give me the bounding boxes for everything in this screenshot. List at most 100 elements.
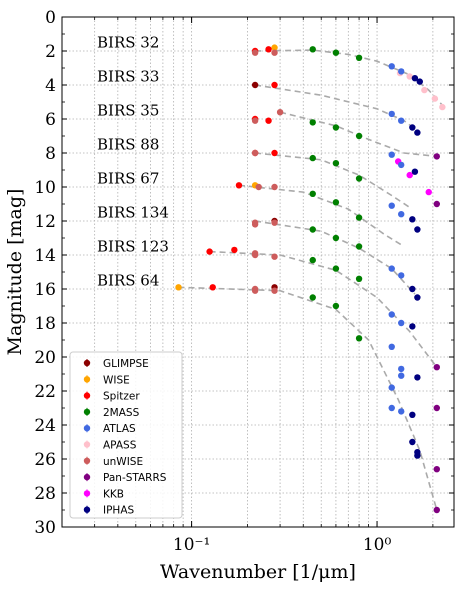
legend-label: Spitzer — [103, 391, 140, 403]
data-point — [388, 384, 395, 391]
data-point — [309, 46, 316, 53]
data-point — [421, 86, 428, 94]
data-point — [355, 243, 363, 250]
data-point — [309, 190, 316, 197]
data-point — [251, 81, 259, 89]
data-point — [414, 294, 421, 301]
data-point — [388, 404, 395, 412]
data-point — [388, 202, 395, 209]
y-tick-label: 14 — [34, 246, 56, 266]
data-point — [251, 219, 259, 226]
y-tick-label: 2 — [45, 42, 56, 62]
data-point — [251, 149, 259, 157]
data-point — [433, 506, 441, 514]
data-point — [309, 226, 316, 233]
data-point — [433, 466, 441, 473]
data-point — [251, 287, 259, 294]
data-point — [398, 372, 405, 379]
legend-label: WISE — [103, 374, 130, 386]
data-point — [388, 265, 395, 272]
legend-marker — [83, 506, 91, 513]
data-point — [355, 175, 363, 182]
y-tick-label: 4 — [45, 76, 56, 96]
data-point — [409, 124, 416, 131]
legend-label: ATLAS — [103, 423, 136, 435]
fit-curve — [209, 250, 438, 368]
legend-label: KKB — [103, 488, 124, 500]
star-label: BIRS 134 — [97, 204, 169, 222]
y-tick-label: 30 — [34, 518, 56, 538]
data-point — [355, 54, 363, 61]
star-label: BIRS 64 — [97, 272, 159, 290]
model-fit-curves — [178, 49, 445, 511]
legend-label: 2MASS — [103, 407, 140, 419]
data-point — [332, 124, 340, 131]
fit-curve — [254, 220, 416, 295]
data-point — [414, 226, 421, 233]
fit-curve — [238, 184, 405, 248]
data-point — [355, 335, 363, 342]
data-point — [411, 75, 419, 82]
data-point — [271, 219, 278, 226]
data-point — [398, 408, 405, 415]
data-point — [414, 452, 421, 459]
data-point — [265, 46, 272, 53]
data-point — [309, 119, 316, 126]
data-point — [388, 151, 395, 158]
fit-curve — [255, 152, 411, 209]
data-point — [431, 95, 439, 102]
data-point — [409, 285, 416, 293]
y-tick-label: 16 — [34, 280, 56, 300]
data-point — [406, 73, 413, 80]
data-point — [235, 182, 243, 189]
data-point — [209, 284, 216, 291]
legend-marker — [83, 392, 91, 399]
data-point — [231, 246, 238, 254]
data-point — [388, 311, 395, 318]
data-point — [409, 216, 416, 223]
legend-marker — [83, 425, 91, 432]
data-point — [309, 256, 316, 264]
data-point — [265, 117, 272, 124]
legend-marker — [83, 473, 91, 481]
data-point — [332, 160, 340, 167]
legend-marker — [83, 376, 91, 383]
legend: GLIMPSE WISE Spitzer 2MASS ATLAS APASS unWISE P… — [69, 351, 183, 519]
legend-label: GLIMPSE — [103, 358, 149, 370]
data-point — [398, 319, 405, 327]
star-label: BIRS 123 — [97, 238, 169, 256]
data-point — [414, 374, 421, 381]
y-tick-label: 10 — [34, 178, 56, 198]
data-point — [332, 265, 340, 272]
data-point — [409, 323, 416, 330]
legend-marker — [83, 408, 91, 416]
x-axis-label: Wavenumber [1/μm] — [160, 561, 356, 583]
data-point — [398, 161, 405, 169]
data-point — [439, 103, 446, 111]
legend-marker — [83, 490, 91, 497]
data-points — [175, 44, 446, 514]
data-point — [433, 364, 441, 371]
data-point — [355, 275, 363, 282]
data-point — [409, 411, 416, 418]
legend-marker — [83, 441, 91, 448]
data-point — [175, 284, 182, 291]
data-point — [332, 234, 340, 242]
legend-marker — [83, 457, 91, 464]
x-tick-label: 10⁰ — [363, 535, 392, 555]
data-point — [309, 294, 316, 301]
data-point — [398, 117, 405, 124]
data-point — [276, 109, 284, 116]
y-tick-label: 26 — [34, 450, 56, 470]
data-point — [388, 110, 395, 118]
data-point — [271, 253, 278, 260]
y-tick-label: 24 — [34, 416, 56, 436]
data-point — [406, 171, 413, 179]
data-point — [398, 272, 405, 279]
data-point — [388, 343, 395, 350]
data-point — [332, 199, 340, 206]
star-label: BIRS 33 — [97, 68, 159, 86]
data-point — [433, 200, 441, 208]
